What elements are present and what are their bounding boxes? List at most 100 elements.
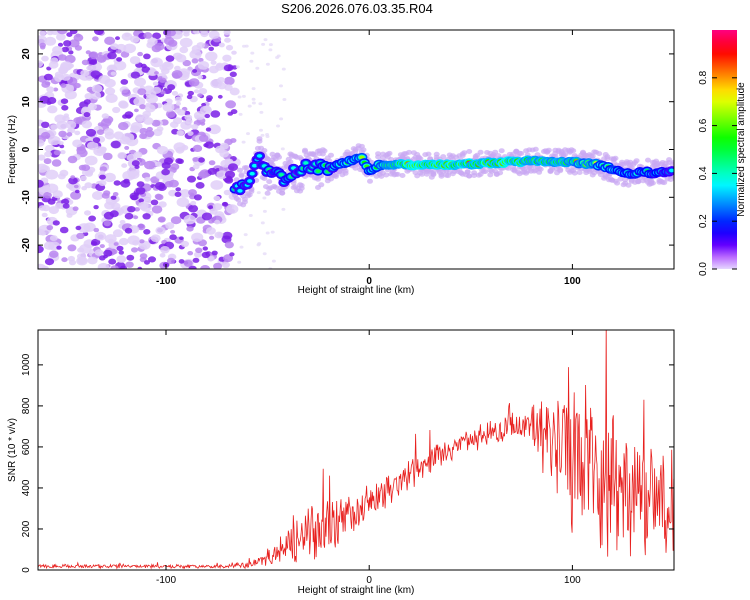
noise-speckle xyxy=(262,252,267,256)
noise-speckle xyxy=(74,189,80,194)
noise-speckle xyxy=(195,247,203,254)
track-halo xyxy=(302,147,308,153)
noise-speckle xyxy=(144,260,150,265)
noise-speckle xyxy=(43,158,52,165)
noise-speckle xyxy=(197,157,205,163)
noise-speckle xyxy=(107,51,117,60)
noise-speckle xyxy=(207,256,214,262)
track-blob-core xyxy=(249,171,255,176)
noise-speckle xyxy=(161,168,170,176)
noise-speckle xyxy=(67,155,78,164)
track-blob-core xyxy=(247,179,253,183)
x-tick-label: 100 xyxy=(564,276,581,287)
noise-speckle xyxy=(221,261,230,268)
track-halo xyxy=(633,158,640,164)
noise-speckle xyxy=(213,262,223,269)
noise-speckle xyxy=(80,175,87,181)
track-halo xyxy=(383,172,390,178)
noise-speckle xyxy=(190,200,197,206)
noise-speckle xyxy=(61,105,69,111)
noise-speckle xyxy=(154,42,165,51)
noise-speckle xyxy=(164,61,172,67)
noise-speckle xyxy=(38,35,48,45)
noise-speckle xyxy=(98,180,107,186)
track-halo xyxy=(562,151,569,157)
track-halo xyxy=(352,165,359,171)
noise-speckle xyxy=(179,46,189,54)
noise-speckle xyxy=(193,89,200,94)
noise-speckle xyxy=(116,57,123,62)
noise-speckle xyxy=(118,122,129,131)
noise-speckle xyxy=(94,30,104,35)
noise-speckle xyxy=(143,53,151,60)
noise-speckle xyxy=(130,125,141,133)
noise-speckle xyxy=(137,51,144,57)
noise-speckle xyxy=(99,146,107,153)
noise-speckle xyxy=(151,119,161,127)
track-halo xyxy=(237,167,243,173)
noise-speckle xyxy=(76,232,85,240)
track-halo xyxy=(241,196,248,202)
track-halo xyxy=(360,147,367,153)
noise-speckle xyxy=(81,106,90,113)
line-frame xyxy=(37,329,675,571)
noise-speckle xyxy=(38,163,48,173)
noise-speckle xyxy=(101,113,109,119)
noise-speckle xyxy=(224,84,233,91)
noise-speckle xyxy=(45,183,59,194)
noise-speckle xyxy=(130,71,141,79)
noise-speckle xyxy=(209,235,215,240)
noise-speckle xyxy=(52,46,63,55)
noise-speckle xyxy=(187,175,196,183)
noise-speckle xyxy=(259,110,264,114)
noise-speckle xyxy=(229,252,235,257)
track-halo xyxy=(497,170,504,176)
noise-speckle xyxy=(216,170,228,180)
noise-speckle xyxy=(113,180,121,186)
noise-speckle xyxy=(188,265,197,269)
noise-speckle xyxy=(43,73,53,81)
track-halo xyxy=(612,155,619,161)
noise-speckle xyxy=(104,78,116,88)
noise-speckle xyxy=(265,231,270,235)
track-halo xyxy=(466,173,473,179)
noise-speckle xyxy=(47,97,57,104)
noise-speckle xyxy=(255,66,260,70)
noise-speckle xyxy=(200,30,209,38)
noise-speckle xyxy=(139,253,148,259)
track-halo xyxy=(425,151,432,157)
noise-speckle xyxy=(251,97,256,101)
noise-speckle xyxy=(158,201,167,208)
track-halo xyxy=(256,136,263,142)
colorbar-tick-label: 0.4 xyxy=(698,166,709,180)
noise-speckle xyxy=(91,238,101,246)
noise-speckle xyxy=(75,225,82,231)
noise-speckle xyxy=(223,64,233,72)
colorbar-tick-label: 0.0 xyxy=(698,262,709,276)
noise-speckle xyxy=(189,49,202,60)
noise-speckle xyxy=(134,207,141,212)
noise-speckle xyxy=(136,116,144,123)
track-halo xyxy=(557,168,564,174)
noise-speckle xyxy=(178,259,185,264)
noise-speckle xyxy=(68,50,74,55)
track-halo xyxy=(367,178,373,184)
noise-speckle xyxy=(197,61,210,70)
noise-speckle xyxy=(200,121,206,126)
noise-speckle xyxy=(133,215,139,220)
noise-speckle xyxy=(194,251,202,258)
noise-speckle xyxy=(56,245,62,250)
noise-speckle xyxy=(192,157,199,162)
noise-speckle xyxy=(84,155,98,166)
track-halo xyxy=(617,176,624,182)
track-halo xyxy=(417,156,424,162)
noise-speckle xyxy=(192,164,200,170)
noise-speckle xyxy=(195,182,205,189)
noise-speckle xyxy=(58,130,67,138)
noise-speckle xyxy=(239,245,244,249)
noise-speckle xyxy=(213,195,221,201)
noise-speckle xyxy=(60,98,69,104)
track-halo xyxy=(433,151,440,157)
noise-speckle xyxy=(58,67,68,75)
chart-title: S206.2026.076.03.35.R04 xyxy=(281,1,433,16)
